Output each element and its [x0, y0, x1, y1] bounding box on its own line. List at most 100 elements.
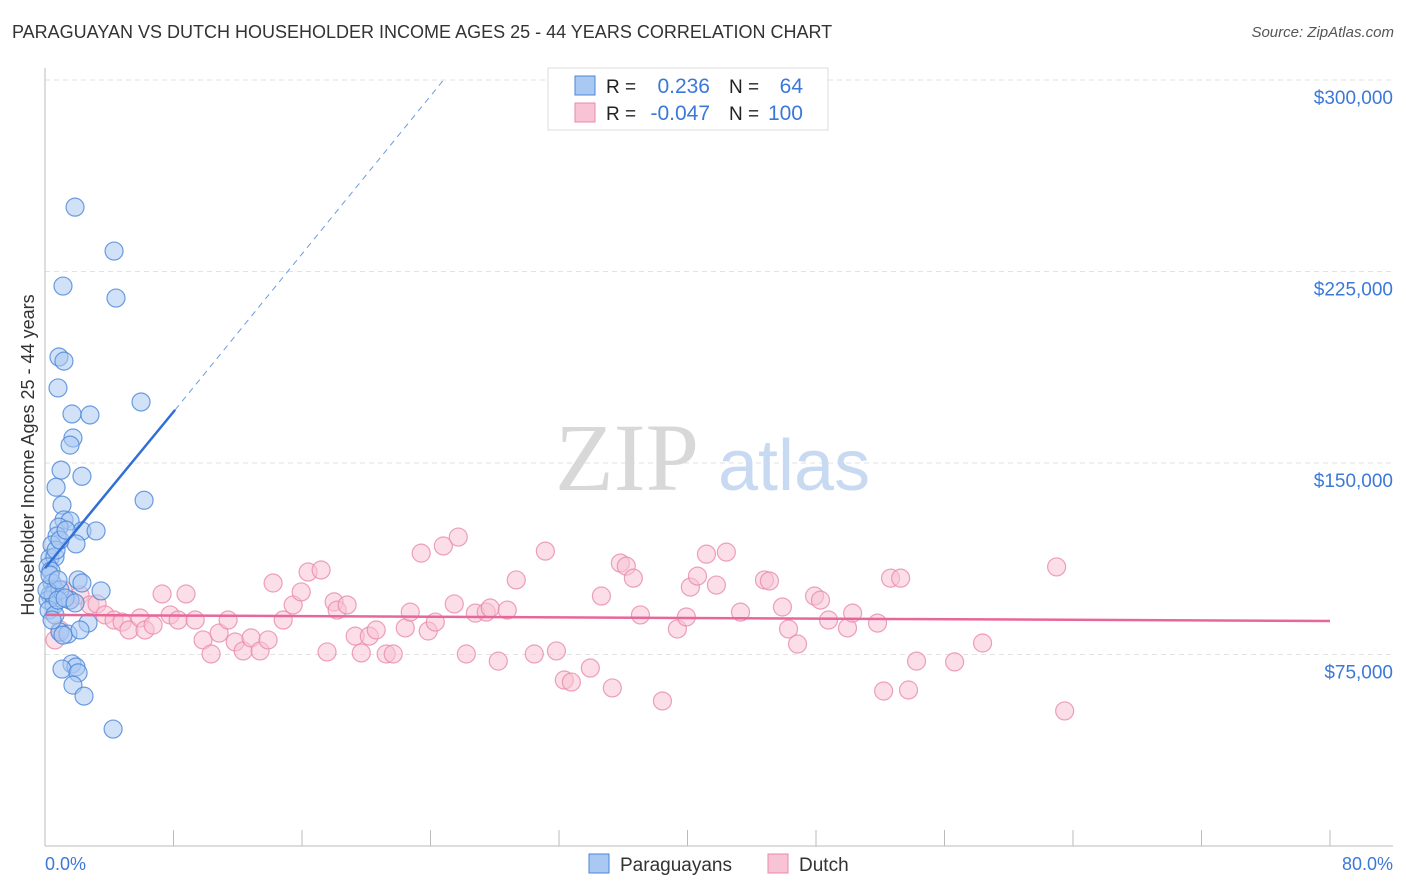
dutch-point	[263, 573, 283, 593]
dutch-point	[972, 633, 993, 653]
watermark: ZIP atlas	[555, 404, 870, 511]
legend-r-label: R =	[606, 104, 636, 125]
legend-n-value: 64	[780, 75, 804, 98]
paraguayan-point	[86, 521, 106, 541]
paraguayan-point	[134, 490, 154, 510]
legend-swatch-paraguayans	[574, 75, 596, 96]
legend-swatch-dutch	[574, 102, 596, 123]
dutch-point	[874, 681, 894, 701]
chart-title: PARAGUAYAN VS DUTCH HOUSEHOLDER INCOME A…	[12, 22, 833, 42]
dutch-point	[258, 630, 278, 650]
paraguayan-point	[53, 625, 73, 645]
watermark-atlas: atlas	[718, 426, 870, 506]
paraguayan-point	[48, 378, 68, 398]
dutch-point	[706, 575, 727, 595]
paraguayan-point	[72, 573, 92, 593]
dutch-point	[497, 600, 517, 620]
dutch-point	[787, 634, 808, 654]
dutch-point	[891, 568, 911, 588]
dutch-point	[716, 542, 736, 562]
paraguayan-point	[54, 351, 74, 371]
legend-label-paraguayans[interactable]: Paraguayans	[620, 855, 732, 876]
dutch-point	[351, 643, 371, 663]
dutch-point	[810, 590, 831, 610]
x-tick-label-max: 80.0%	[1342, 854, 1393, 874]
legend-swatch-paraguayans	[588, 853, 610, 874]
paraguayan-trend-line	[44, 409, 177, 569]
y-tick-labels: $75,000 $150,000 $225,000 $300,000	[1314, 88, 1393, 684]
dutch-point	[1047, 557, 1067, 577]
legend-r-value: 0.236	[657, 75, 710, 98]
dutch-point	[317, 642, 337, 662]
paraguayan-point	[53, 276, 73, 296]
data-points	[37, 197, 1075, 739]
paraguayan-point	[48, 570, 68, 590]
y-tick-label: $75,000	[1324, 663, 1393, 684]
dutch-point	[561, 672, 581, 692]
legend-label-dutch[interactable]: Dutch	[799, 855, 849, 876]
dutch-point	[580, 658, 600, 678]
trend-lines	[44, 77, 1331, 623]
watermark-zip: ZIP	[555, 404, 699, 511]
dutch-point	[730, 602, 751, 622]
dutch-point	[176, 584, 196, 604]
legend-n-label: N =	[729, 77, 759, 98]
dutch-point	[185, 610, 205, 630]
paraguayan-point	[46, 477, 66, 497]
paraguayan-point	[65, 593, 85, 613]
dutch-point	[366, 620, 386, 640]
dutch-point	[759, 571, 780, 591]
paraguayan-point	[91, 581, 111, 601]
paraguayan-point	[51, 460, 71, 480]
dutch-point	[448, 527, 468, 547]
paraguayan-point	[65, 197, 85, 217]
dutch-point	[400, 602, 420, 622]
dutch-point	[201, 644, 221, 664]
gridlines	[45, 79, 1393, 655]
legend-swatch-dutch	[767, 853, 789, 874]
paraguayan-point	[70, 620, 90, 640]
dutch-point	[411, 543, 431, 563]
dutch-point	[945, 652, 965, 672]
paraguayan-point	[72, 466, 92, 486]
paraguayan-point	[80, 405, 100, 425]
dutch-point	[687, 566, 708, 586]
dutch-point	[602, 678, 622, 698]
legend-r-value: -0.047	[650, 102, 710, 125]
dutch-point	[488, 651, 508, 671]
paraguayan-point	[104, 241, 124, 261]
dutch-point	[444, 594, 464, 614]
y-tick-label: $150,000	[1314, 471, 1393, 492]
dutch-point	[395, 618, 415, 638]
dutch-point	[209, 623, 229, 643]
legend-r-label: R =	[606, 77, 636, 98]
dutch-point	[652, 691, 673, 711]
dutch-trend-line	[44, 613, 1331, 623]
dutch-point	[506, 570, 526, 590]
paraguayan-point	[62, 404, 82, 424]
dutch-point	[591, 586, 612, 606]
chart-source: Source: ZipAtlas.com	[1251, 24, 1394, 41]
dutch-point	[818, 610, 839, 630]
dutch-point	[630, 605, 651, 625]
dutch-point	[867, 613, 888, 633]
dutch-point	[218, 610, 238, 630]
dutch-point	[383, 644, 403, 664]
paraguayan-point	[52, 659, 72, 679]
dutch-point	[152, 584, 172, 604]
dutch-point	[546, 641, 567, 661]
dutch-point	[337, 595, 357, 615]
dutch-point	[898, 680, 919, 700]
paraguayan-point	[74, 686, 94, 706]
dutch-point	[696, 544, 717, 564]
dutch-point	[524, 644, 544, 664]
dutch-point	[168, 610, 188, 630]
paraguayan-point	[131, 392, 151, 412]
legend-n-label: N =	[729, 104, 759, 125]
dutch-point	[291, 582, 311, 602]
dutch-point	[480, 598, 500, 618]
x-tick-label-min: 0.0%	[45, 854, 86, 874]
dutch-point	[1055, 701, 1075, 721]
